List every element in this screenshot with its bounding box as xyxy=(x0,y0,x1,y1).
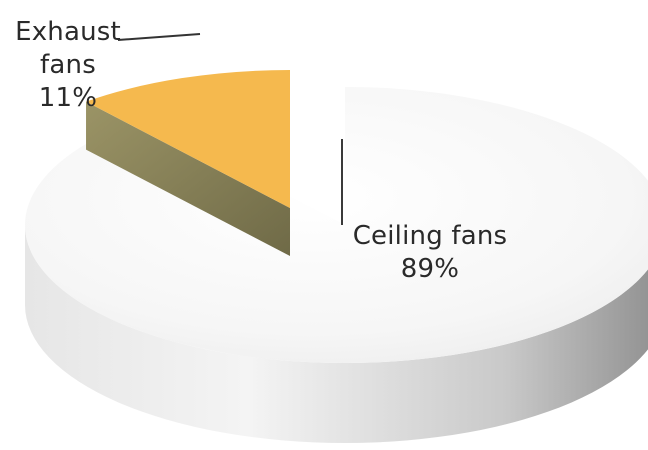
exhaust-fans-leader-line xyxy=(117,33,201,41)
ceiling-fans-label: Ceiling fans 89% xyxy=(330,220,530,286)
ceiling-fans-percent: 89% xyxy=(400,254,460,284)
exhaust-fans-percent: 11% xyxy=(38,83,98,113)
exhaust-fans-name-line1: Exhaust xyxy=(15,17,121,47)
exhaust-fans-slice-side xyxy=(86,101,290,256)
ceiling-fans-name: Ceiling fans xyxy=(352,221,508,251)
exhaust-fans-slice xyxy=(86,70,290,208)
exhaust-fans-label: Exhaust fans 11% xyxy=(0,16,136,115)
ceiling-fans-slice-side xyxy=(25,225,648,443)
exhaust-fans-name-line2: fans xyxy=(40,50,96,80)
